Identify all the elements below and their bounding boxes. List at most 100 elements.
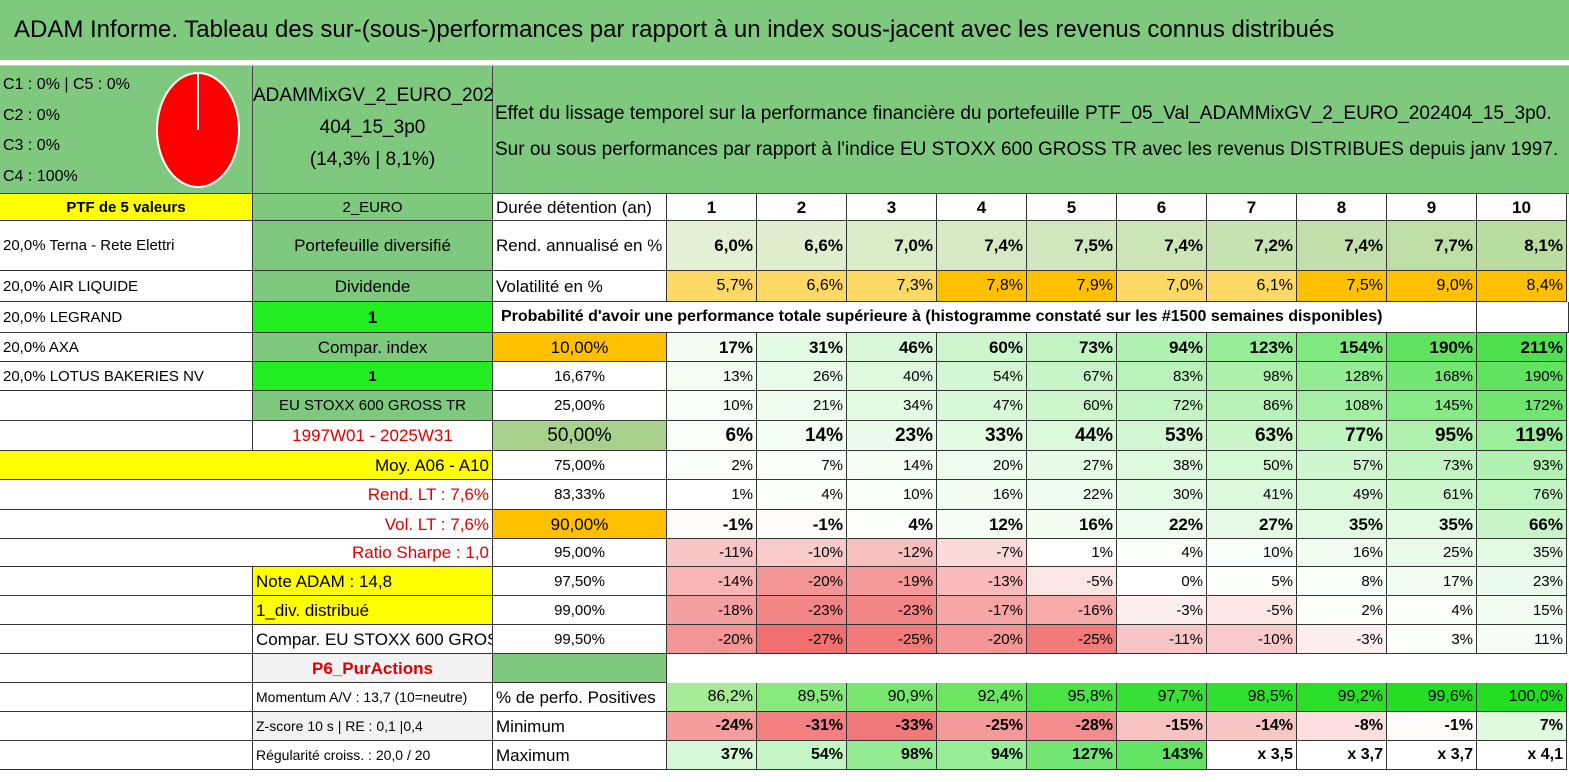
- probability-cell: 123%: [1207, 333, 1297, 362]
- year-header: 6: [1117, 194, 1207, 221]
- probability-cell: 14%: [757, 421, 847, 451]
- probability-cell: 83%: [1117, 362, 1207, 391]
- year-header: 2: [757, 194, 847, 221]
- volatility-cell: 7,9%: [1027, 271, 1117, 302]
- empty-cell: [0, 391, 253, 421]
- probability-cell: -25%: [1027, 625, 1117, 654]
- empty-cell: [0, 625, 253, 654]
- probability-cell: 76%: [1477, 480, 1567, 510]
- maximum-cell: 54%: [757, 741, 847, 770]
- probability-cell: 10%: [667, 391, 757, 421]
- empty-cell: [493, 654, 667, 683]
- holding-item: 20,0% LOTUS BAKERIES NV: [0, 362, 253, 391]
- percentile-label: 10,00%: [493, 333, 667, 362]
- probability-cell: 16%: [937, 480, 1027, 510]
- empty-cell: [0, 567, 253, 596]
- comparison-label: Compar. EU STOXX 600 GROSS TR: [253, 625, 493, 654]
- probability-cell: 20%: [937, 451, 1027, 480]
- maximum-cell: 94%: [937, 741, 1027, 770]
- probability-cell: -27%: [757, 625, 847, 654]
- portfolio-size-label: PTF de 5 valeurs: [0, 194, 253, 221]
- positive-performance-cell: 90,9%: [847, 683, 937, 712]
- long-term-return: Rend. LT : 7,6%: [0, 480, 493, 510]
- year-header: 3: [847, 194, 937, 221]
- probability-cell: -20%: [937, 625, 1027, 654]
- maximum-cell: 143%: [1117, 741, 1207, 770]
- probability-cell: 67%: [1027, 362, 1117, 391]
- probability-cell: -10%: [1207, 625, 1297, 654]
- holding-item: 20,0% AXA: [0, 333, 253, 362]
- positive-performance-cell: 86,2%: [667, 683, 757, 712]
- probability-cell: 5%: [1207, 567, 1297, 596]
- percentile-label: 25,00%: [493, 391, 667, 421]
- probability-cell: 2%: [667, 451, 757, 480]
- fund-summary: (14,3% | 8,1%): [309, 149, 436, 170]
- empty-cell: [0, 654, 253, 683]
- annualized-return-cell: 7,5%: [1027, 221, 1117, 271]
- probability-cell: 30%: [1117, 480, 1207, 510]
- allocation-panel: C1 : 0% | C5 : 0% C2 : 0% C3 : 0% C4 : 1…: [0, 66, 253, 194]
- percentile-label: 50,00%: [493, 421, 667, 451]
- empty-cell: [0, 683, 253, 712]
- probability-cell: 16%: [1297, 539, 1387, 567]
- adam-note: Note ADAM : 14,8: [253, 567, 493, 596]
- percentile-label: 99,50%: [493, 625, 667, 654]
- probability-cell: 17%: [1387, 567, 1477, 596]
- probability-cell: -20%: [667, 625, 757, 654]
- probability-cell: -11%: [1117, 625, 1207, 654]
- percentile-label: 99,00%: [493, 596, 667, 625]
- regularity-label: Régularité croiss. : 20,0 / 20: [253, 741, 493, 770]
- fund-name-panel: ADAMMixGV_2_EURO_202 404_15_3p0 (14,3% |…: [253, 66, 494, 194]
- probability-cell: -1%: [667, 510, 757, 539]
- minimum-cell: -1%: [1387, 712, 1477, 741]
- minimum-cell: -28%: [1027, 712, 1117, 741]
- probability-cell: 31%: [757, 333, 847, 362]
- volatility-cell: 5,7%: [667, 271, 757, 302]
- probability-cell: 4%: [847, 510, 937, 539]
- index-name: EU STOXX 600 GROSS TR: [253, 391, 493, 421]
- probability-cell: 35%: [1387, 510, 1477, 539]
- empty-cell: [0, 712, 253, 741]
- probability-cell: 8%: [1297, 567, 1387, 596]
- probability-cell: 145%: [1387, 391, 1477, 421]
- probability-cell: 53%: [1117, 421, 1207, 451]
- year-header: 4: [937, 194, 1027, 221]
- allocation-line: C4 : 100%: [3, 168, 78, 185]
- minimum-cell: -24%: [667, 712, 757, 741]
- probability-cell: 10%: [1207, 539, 1297, 567]
- probability-cell: 93%: [1477, 451, 1567, 480]
- volatility-cell: 9,0%: [1387, 271, 1477, 302]
- probability-cell: 98%: [1207, 362, 1297, 391]
- probability-cell: 63%: [1207, 421, 1297, 451]
- average-label: Moy. A06 - A10: [0, 451, 493, 480]
- annualized-return-cell: 7,4%: [1297, 221, 1387, 271]
- maximum-cell: x 3,7: [1387, 741, 1477, 770]
- indicator-value: 1: [253, 302, 493, 333]
- probability-cell: -5%: [1207, 596, 1297, 625]
- currency-label: 2_EURO: [253, 194, 493, 221]
- probability-cell: 2%: [1297, 596, 1387, 625]
- probability-cell: 86%: [1207, 391, 1297, 421]
- empty-cell: [0, 741, 253, 770]
- annualized-return-cell: 6,0%: [667, 221, 757, 271]
- probability-cell: 73%: [1387, 451, 1477, 480]
- probability-cell: 54%: [937, 362, 1027, 391]
- probability-cell: -23%: [757, 596, 847, 625]
- probability-cell: 154%: [1297, 333, 1387, 362]
- holding-item: 20,0% LEGRAND: [0, 302, 253, 333]
- volatility-cell: 6,1%: [1207, 271, 1297, 302]
- year-header: 8: [1297, 194, 1387, 221]
- probability-cell: 38%: [1117, 451, 1207, 480]
- probability-cell: 1%: [667, 480, 757, 510]
- probability-cell: 23%: [847, 421, 937, 451]
- allocation-line: C1 : 0% | C5 : 0%: [3, 76, 130, 93]
- probability-cell: 47%: [937, 391, 1027, 421]
- probability-cell: -18%: [667, 596, 757, 625]
- annualized-return-label: Rend. annualisé en %: [493, 221, 667, 271]
- volatility-label: Volatilité en %: [493, 271, 667, 302]
- probability-cell: 27%: [1027, 451, 1117, 480]
- probability-cell: 128%: [1297, 362, 1387, 391]
- maximum-label: Maximum: [493, 741, 667, 770]
- probability-cell: 211%: [1477, 333, 1567, 362]
- probability-cell: 21%: [757, 391, 847, 421]
